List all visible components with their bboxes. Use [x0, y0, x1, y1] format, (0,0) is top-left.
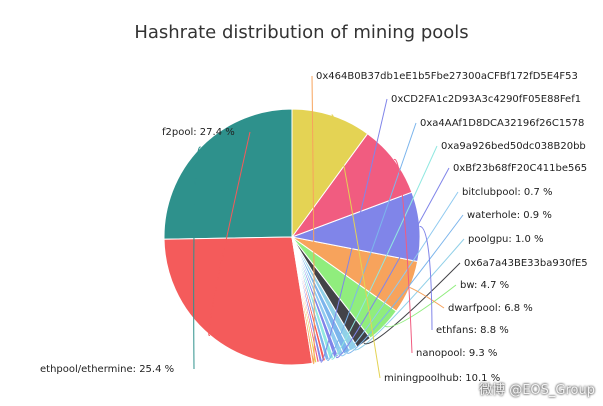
- leader-line-18: [331, 114, 381, 379]
- pie-slice-1: [163, 236, 313, 366]
- slice-label-11: waterhole: 0.9 %: [467, 210, 552, 221]
- leader-line-5: [320, 98, 388, 363]
- slice-label-12: poolgpu: 1.0 %: [468, 234, 544, 245]
- leader-line-8: [331, 145, 438, 360]
- leader-line-13: [363, 262, 461, 345]
- pie-slice-0: [163, 108, 293, 240]
- leader-lines: [193, 75, 465, 379]
- slice-label-17: nanopool: 9.3 %: [416, 348, 497, 359]
- watermark: 微博 @EOS_Group: [479, 383, 595, 398]
- pie-slices: [163, 108, 421, 366]
- slice-label-0: ethpool/ethermine: 25.4 %: [40, 364, 174, 375]
- slice-labels: ethpool/ethermine: 25.4 % f2pool: 27.4 % 0…: [40, 71, 588, 384]
- slice-label-16: ethfans: 8.8 %: [436, 325, 509, 336]
- slice-label-13: 0x6a7a43BE33ba930fE5: [464, 258, 588, 269]
- slice-label-18: miningpoolhub: 10.1 %: [384, 373, 500, 384]
- leader-line-2: [311, 75, 315, 365]
- slice-label-14: bw: 4.7 %: [460, 280, 509, 291]
- leader-line-1: [208, 131, 251, 336]
- slice-label-9: 0xBf23b68fF20C411be565: [453, 163, 587, 174]
- leader-line-15: [409, 286, 445, 309]
- leader-line-14: [384, 284, 457, 328]
- leader-line-0: [193, 146, 202, 370]
- slice-label-7: 0xa4AAf1D8DCA32196f26C1578: [420, 118, 584, 129]
- pie-slice-18: [291, 108, 369, 239]
- leader-line-10: [340, 191, 459, 357]
- slice-label-5: 0xCD2FA1c2D93A3c4290fF05E88Fef1: [391, 94, 581, 105]
- slice-label-8: 0xa9a926bed50dc038B20bb: [441, 141, 586, 152]
- leader-line-7: [327, 122, 417, 361]
- leader-line-16: [419, 225, 433, 331]
- leader-line-17: [393, 159, 413, 354]
- leader-line-11: [346, 214, 464, 354]
- slice-label-2: 0x464B0B37db1eE1b5Fbe27300aCFBf172fD5E4F…: [316, 71, 578, 82]
- leader-line-9: [335, 167, 450, 359]
- leader-line-12: [353, 238, 465, 351]
- chart-title: Hashrate distribution of mining pools: [134, 22, 469, 43]
- slice-label-15: dwarfpool: 6.8 %: [448, 303, 533, 314]
- slice-label-1: f2pool: 27.4 %: [162, 127, 235, 138]
- slice-label-10: bitclubpool: 0.7 %: [462, 187, 553, 198]
